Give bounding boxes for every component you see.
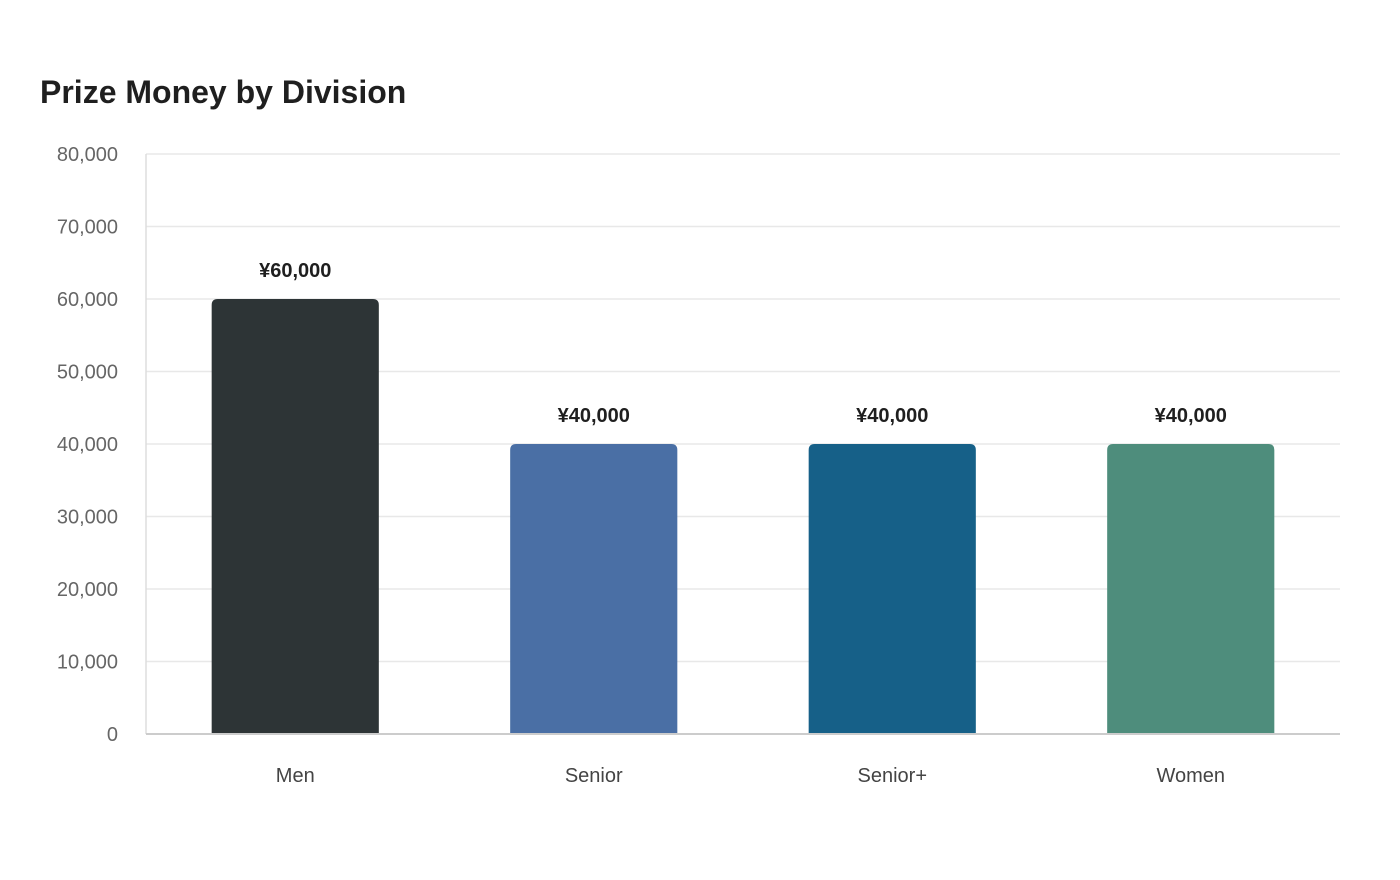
x-tick-label: Senior: [565, 765, 623, 787]
data-label: ¥40,000: [856, 405, 928, 427]
y-tick-label: 30,000: [57, 507, 118, 529]
data-label: ¥40,000: [1155, 405, 1227, 427]
bar-women: [1107, 444, 1275, 734]
x-tick-label: Women: [1156, 765, 1225, 787]
y-tick-label: 10,000: [57, 652, 118, 674]
y-tick-label: 70,000: [57, 217, 118, 239]
y-tick-label: 80,000: [57, 144, 118, 166]
chart-title: Prize Money by Division: [40, 74, 407, 110]
y-tick-label: 60,000: [57, 289, 118, 311]
y-tick-label: 20,000: [57, 579, 118, 601]
y-tick-label: 50,000: [57, 362, 118, 384]
x-tick-label: Men: [276, 765, 315, 787]
data-label: ¥40,000: [558, 405, 630, 427]
y-tick-label: 40,000: [57, 434, 118, 456]
bar-men: [211, 299, 379, 734]
x-tick-label: Senior+: [858, 765, 928, 787]
y-tick-label: 0: [107, 724, 118, 746]
bar-senior: [510, 444, 678, 734]
data-label: ¥60,000: [259, 260, 331, 282]
bar-senior-: [808, 444, 976, 734]
